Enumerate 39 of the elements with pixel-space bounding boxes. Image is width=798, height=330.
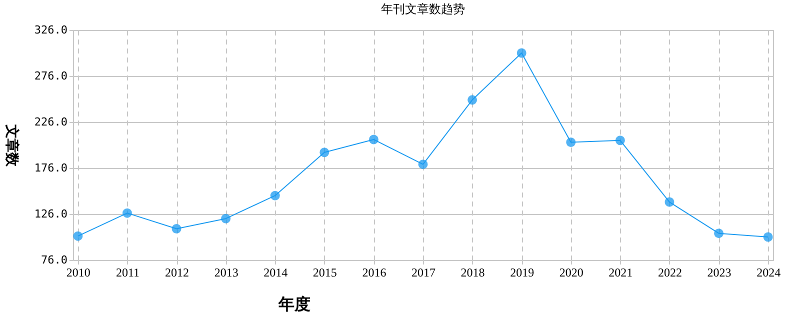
chart-title: 年刊文章数趋势 bbox=[381, 2, 465, 16]
point bbox=[468, 95, 478, 105]
point bbox=[73, 231, 83, 241]
point bbox=[516, 48, 526, 58]
x-tick-label: 2014 bbox=[264, 266, 288, 280]
x-tick-label: 2017 bbox=[412, 266, 436, 280]
y-tick-label: 226.0 bbox=[34, 116, 68, 128]
y-tick-label: 126.0 bbox=[34, 208, 68, 220]
y-tick-label: 326.0 bbox=[34, 24, 68, 36]
point bbox=[714, 228, 724, 238]
x-tick-label: 2023 bbox=[707, 266, 732, 280]
point bbox=[221, 214, 231, 224]
point bbox=[418, 160, 428, 170]
point bbox=[368, 134, 378, 144]
y-tick-label: 176.0 bbox=[34, 162, 68, 174]
point bbox=[172, 224, 182, 234]
y-tick-label: 276.0 bbox=[34, 70, 68, 82]
x-tick-label: 2013 bbox=[214, 266, 238, 280]
point bbox=[664, 197, 674, 207]
x-tick-label: 2022 bbox=[658, 266, 682, 280]
y-tick-label: 76.0 bbox=[41, 254, 68, 266]
point bbox=[763, 232, 773, 242]
y-axis-title: 文章数 bbox=[4, 124, 20, 168]
x-tick-label: 2011 bbox=[116, 266, 140, 280]
x-tick-label: 2024 bbox=[756, 266, 781, 280]
x-tick-label: 2018 bbox=[460, 266, 485, 280]
x-tick-label: 2016 bbox=[362, 266, 386, 280]
point bbox=[122, 208, 132, 218]
point bbox=[320, 148, 330, 158]
x-axis-title: 年度 bbox=[278, 294, 310, 314]
x-tick-label: 2012 bbox=[165, 266, 190, 280]
point bbox=[566, 138, 576, 147]
x-tick-label: 2019 bbox=[510, 266, 534, 280]
x-tick-label: 2015 bbox=[312, 266, 337, 280]
point bbox=[270, 190, 280, 200]
point bbox=[615, 136, 625, 146]
x-tick-label: 2021 bbox=[608, 266, 633, 280]
x-tick-label: 2020 bbox=[559, 266, 584, 280]
x-tick-label: 2010 bbox=[66, 266, 90, 280]
